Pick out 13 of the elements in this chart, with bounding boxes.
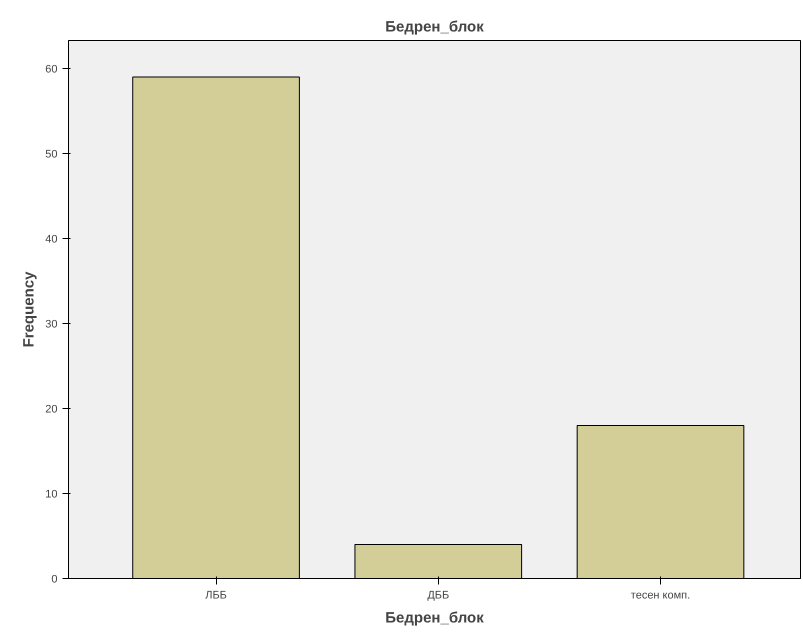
- y-tick-label: 30: [45, 318, 58, 331]
- chart-title: Бедрен_блок: [385, 18, 484, 36]
- y-axis-title: Frequency: [20, 270, 38, 348]
- y-tick-label: 10: [45, 488, 58, 501]
- x-axis-title: Бедрен_блок: [385, 610, 484, 626]
- y-tick-label: 50: [45, 148, 58, 161]
- x-tick-label: ЛББ: [205, 590, 227, 602]
- y-tick-label: 40: [45, 234, 58, 246]
- y-tick-label: 0: [51, 574, 58, 586]
- y-tick-label: 60: [45, 64, 58, 76]
- x-tick-label: ДББ: [427, 590, 450, 602]
- y-tick-label: 20: [45, 404, 58, 416]
- x-tick-label: тесен комп.: [630, 590, 690, 602]
